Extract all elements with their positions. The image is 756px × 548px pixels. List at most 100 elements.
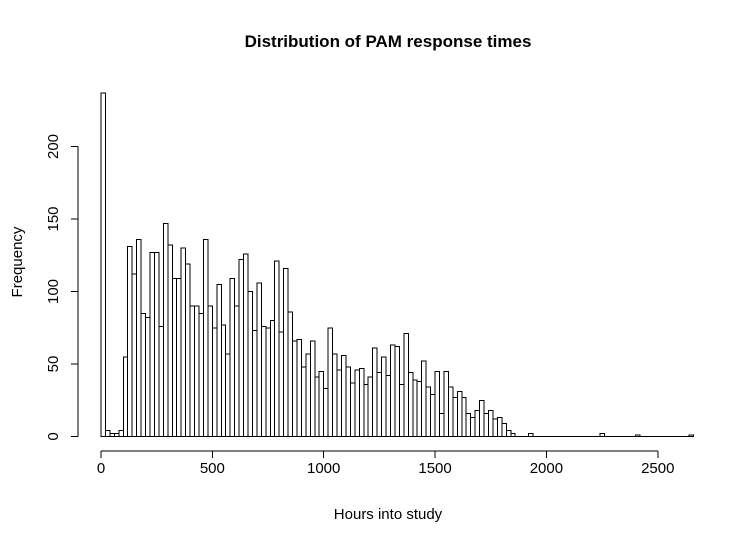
histogram-bar [688, 434, 694, 437]
histogram-bar [381, 356, 387, 437]
histogram-bar [256, 282, 262, 437]
histogram-bar [207, 305, 213, 437]
histogram-bar [234, 305, 240, 437]
histogram-bar [505, 430, 512, 438]
x-axis-label: Hours into study [334, 506, 443, 523]
histogram-bar [447, 386, 454, 438]
histogram-bar [363, 383, 369, 437]
x-tick-label: 0 [97, 460, 105, 477]
histogram-bar [345, 366, 351, 437]
histogram-bar [269, 320, 276, 437]
histogram-bar [225, 353, 231, 438]
histogram-bar [153, 251, 160, 437]
histogram-bar [216, 283, 222, 437]
histogram-bar [260, 325, 267, 437]
histogram-bar [300, 366, 307, 437]
histogram-bar [229, 277, 236, 438]
histogram-bar [305, 353, 311, 438]
histogram-bar [283, 267, 289, 437]
histogram-bar [349, 382, 356, 438]
histogram-bar [189, 305, 196, 437]
histogram-bar [194, 305, 200, 437]
histogram-bar [358, 367, 365, 438]
histogram-bar [434, 370, 441, 437]
histogram-bar [483, 412, 489, 437]
histogram-bar [456, 391, 463, 437]
histogram-bar [390, 344, 396, 437]
histogram-bar [243, 253, 249, 437]
histogram-bar [336, 369, 343, 437]
histogram-bar [278, 331, 285, 438]
histogram-bar [220, 324, 227, 438]
histogram-bar [140, 312, 147, 437]
y-tick-label: 50 [45, 356, 62, 373]
histogram-bar [251, 330, 258, 437]
histogram-bar [104, 430, 111, 438]
histogram-bar [211, 327, 218, 437]
y-tick-label: 200 [45, 134, 62, 159]
histogram-bar [127, 246, 133, 437]
histogram-bar [292, 340, 298, 437]
histogram-bar [198, 312, 204, 437]
x-tick-label: 1000 [307, 460, 340, 477]
histogram-bar [461, 396, 467, 438]
histogram-bar [100, 92, 106, 437]
histogram-bar [136, 238, 142, 437]
histogram-bar [385, 375, 392, 438]
x-tick-label: 2500 [641, 460, 674, 477]
histogram-bars [100, 92, 694, 438]
histogram-bar [372, 347, 378, 437]
histogram-bar [176, 277, 182, 438]
histogram-bar [425, 386, 432, 438]
histogram-bar [122, 356, 129, 437]
histogram-bar [501, 422, 507, 438]
histogram-bar [496, 417, 503, 437]
histogram-bar [131, 273, 138, 437]
histogram-bar [439, 412, 445, 437]
histogram-bar [158, 325, 164, 437]
histogram-bar [398, 383, 405, 437]
histogram-bar [416, 380, 423, 437]
histogram-bar [296, 338, 302, 438]
histogram-bar [327, 327, 334, 437]
histogram-bar [465, 412, 472, 437]
x-tick-label: 2000 [530, 460, 563, 477]
histogram-bar [318, 370, 325, 437]
histogram-bar [202, 238, 209, 437]
histogram-bar [412, 379, 418, 438]
histogram-bar [403, 333, 409, 437]
histogram-bar [407, 372, 414, 438]
histogram-bar [634, 434, 641, 437]
x-tick-label: 500 [200, 460, 225, 477]
y-tick-label: 100 [45, 279, 62, 304]
histogram-bar [474, 409, 481, 437]
histogram-bar [167, 244, 173, 437]
histogram-bar [145, 317, 151, 438]
histogram-bar [113, 433, 120, 438]
histogram-bar [452, 396, 458, 438]
y-tick-label: 0 [45, 432, 62, 440]
histogram-bar [162, 222, 169, 437]
histogram-bar [274, 260, 280, 437]
histogram-bar [470, 417, 476, 437]
histogram-bar [487, 409, 494, 437]
histogram-bar [443, 370, 449, 437]
histogram-bar [180, 247, 187, 437]
histogram-bar [171, 277, 178, 438]
histogram-bar [247, 291, 253, 437]
histogram-bar [599, 433, 605, 438]
histogram-bar [367, 376, 374, 437]
histogram-bar [430, 393, 436, 438]
histogram-bar [528, 433, 534, 438]
histogram-bar [238, 259, 245, 437]
histogram-bar [149, 251, 155, 437]
y-tick-label: 150 [45, 206, 62, 231]
y-axis-label: Frequency [9, 226, 26, 297]
histogram-bar [185, 263, 191, 438]
histogram-bar [323, 388, 329, 437]
histogram-bar [287, 311, 294, 437]
histogram-bar [309, 340, 316, 437]
